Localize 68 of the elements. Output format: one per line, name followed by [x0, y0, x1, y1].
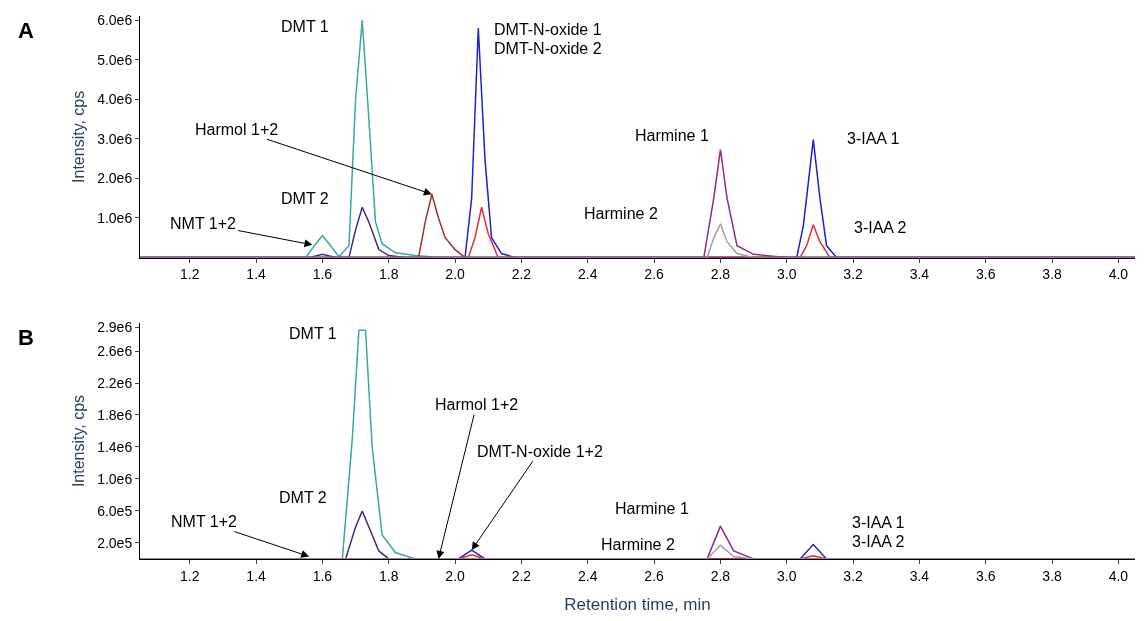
x-axis-title: Retention time, min: [564, 595, 711, 615]
x-tick-label: 3.2: [843, 266, 864, 283]
annotation: DMT-N-oxide 1: [494, 21, 602, 38]
x-tick-label: 3.4: [909, 266, 930, 283]
annotation: NMT 1+2: [171, 513, 238, 530]
x-tick-label: 2.8: [710, 567, 731, 584]
chart-title: B: [18, 325, 34, 350]
x-tick-label: 3.8: [1042, 266, 1063, 283]
chart-title: A: [18, 18, 34, 43]
annotation: 3-IAA 1: [852, 514, 905, 531]
annotation: DMT 1: [289, 325, 337, 342]
annotation: Harmol 1+2: [195, 121, 279, 138]
x-tick-label: 3.0: [777, 266, 797, 283]
y-tick-label: 2.9e6: [97, 318, 133, 335]
x-tick-label: 2.4: [578, 567, 598, 584]
x-tick-label: 2.2: [511, 567, 532, 584]
y-tick-label: 6.0e5: [97, 502, 133, 519]
x-tick-label: 3.4: [909, 567, 930, 584]
x-tick-label: 1.2: [180, 567, 200, 584]
annotation: DMT 1: [281, 18, 329, 35]
x-tick-label: 3.8: [1042, 567, 1063, 584]
y-tick-label: 2.2e6: [97, 374, 133, 391]
y-tick-label: 2.6e6: [97, 342, 133, 359]
x-tick-label: 2.8: [710, 266, 731, 283]
x-tick-label: 1.8: [379, 266, 399, 283]
y-tick-label: 6.0e6: [97, 12, 133, 29]
y-tick-label: 2.0e6: [97, 170, 133, 187]
x-tick-label: 1.8: [379, 567, 399, 584]
y-axis-title: Intensity, cps: [70, 90, 88, 183]
x-tick-label: 3.2: [843, 567, 864, 584]
annotation: Harmine 2: [584, 205, 658, 222]
y-tick-label: 2.0e5: [97, 534, 133, 551]
annotation: DMT-N-oxide 1+2: [477, 443, 603, 460]
x-tick-label: 2.6: [644, 567, 665, 584]
x-tick-label: 3.6: [976, 567, 996, 584]
y-axis-title: Intensity, cps: [70, 394, 88, 488]
x-tick-label: 2.2: [511, 266, 532, 283]
annotation: NMT 1+2: [170, 215, 237, 232]
y-tick-label: 1.0e6: [97, 209, 133, 226]
x-tick-label: 2.6: [644, 266, 665, 283]
x-tick-label: 1.6: [312, 266, 333, 283]
y-tick-label: 1.0e6: [97, 470, 133, 487]
x-tick-label: 2.0: [445, 567, 466, 584]
annotation: Harmol 1+2: [435, 396, 519, 413]
y-tick-label: 4.0e6: [97, 91, 133, 108]
annotation: DMT 2: [279, 489, 327, 506]
annotation: 3-IAA 2: [852, 533, 905, 550]
y-tick-label: 3.0e6: [97, 130, 133, 147]
x-tick-label: 2.4: [578, 266, 598, 283]
annotation: Harmine 1: [635, 127, 709, 144]
x-tick-label: 3.6: [976, 266, 996, 283]
annotation: Harmine 2: [601, 536, 675, 553]
y-tick-label: 1.4e6: [97, 438, 133, 455]
x-tick-label: 4.0: [1108, 266, 1129, 283]
x-tick-label: 1.4: [246, 567, 267, 584]
x-tick-label: 1.6: [312, 567, 333, 584]
annotation: DMT-N-oxide 2: [494, 40, 602, 57]
x-tick-label: 1.2: [180, 266, 200, 283]
x-tick-label: 1.4: [246, 266, 267, 283]
x-tick-label: 4.0: [1108, 567, 1129, 584]
y-tick-label: 5.0e6: [97, 51, 133, 68]
x-tick-label: 3.0: [777, 567, 797, 584]
annotation: 3-IAA 2: [854, 219, 907, 236]
y-tick-label: 1.8e6: [97, 406, 133, 423]
annotation: DMT 2: [281, 190, 329, 207]
annotation: 3-IAA 1: [847, 130, 900, 147]
x-tick-label: 2.0: [445, 266, 466, 283]
annotation: Harmine 1: [615, 500, 689, 517]
